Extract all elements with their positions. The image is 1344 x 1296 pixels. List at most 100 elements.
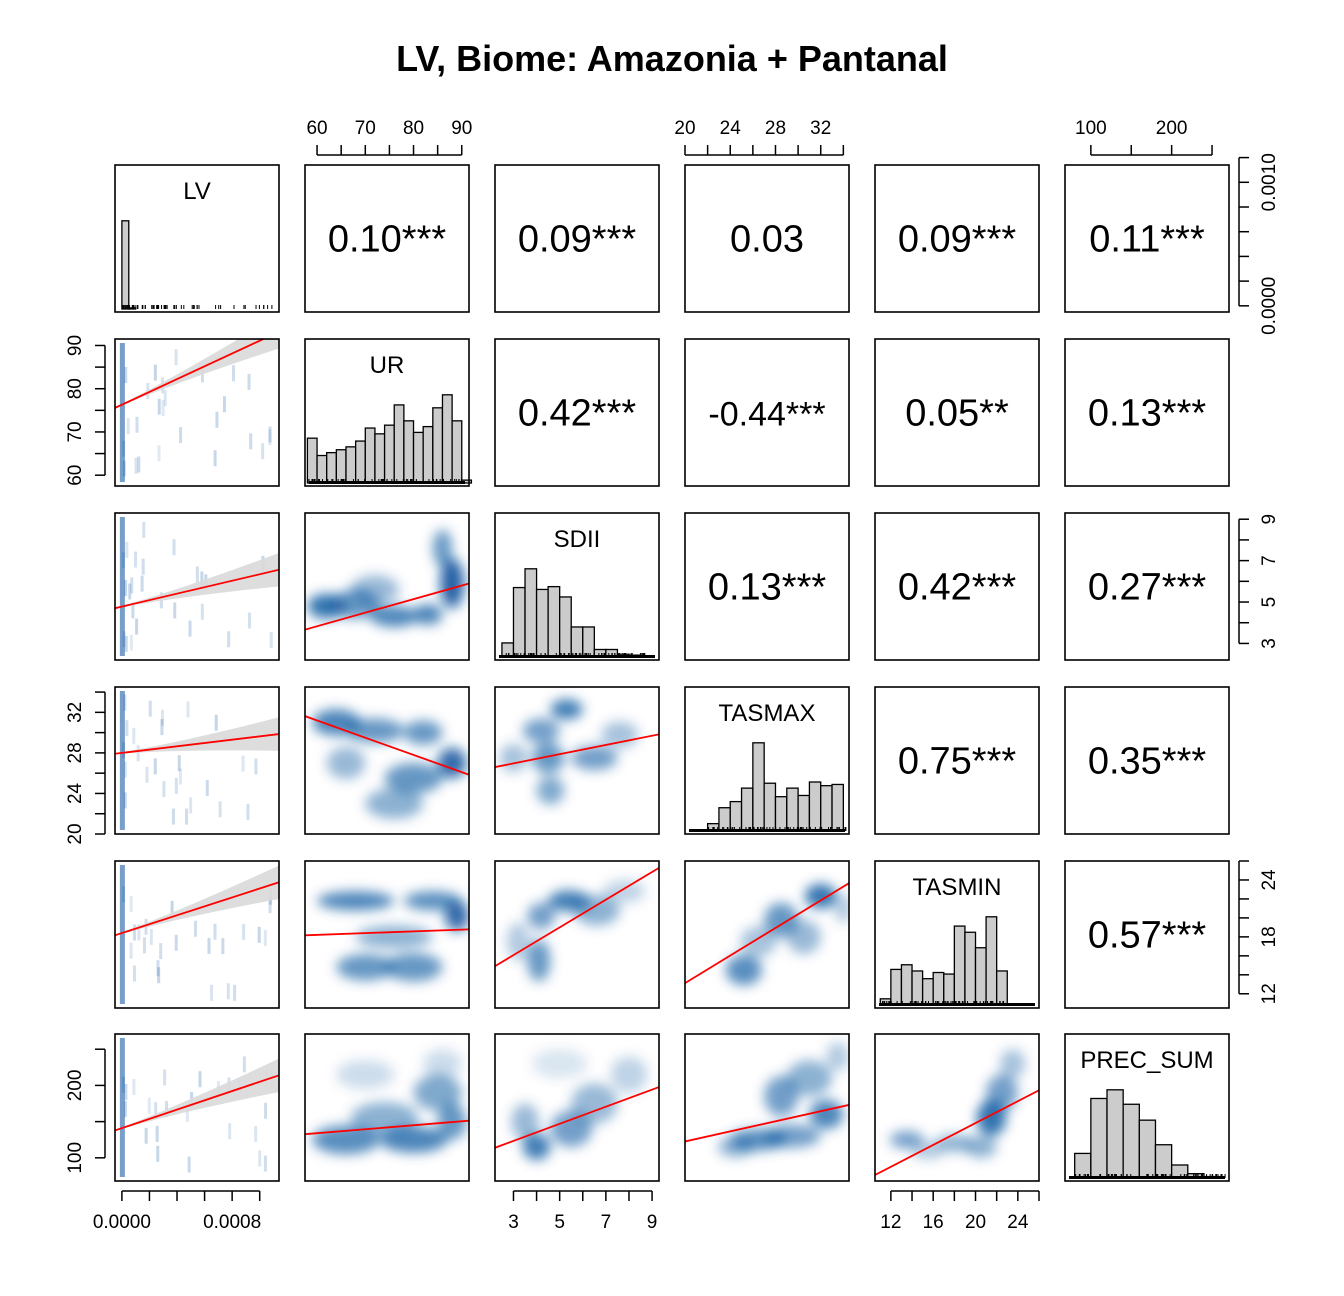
corr-panel-lv-prec-sum: 0.11*** xyxy=(1064,164,1230,313)
diag-label-sdii: SDII xyxy=(554,526,601,553)
density-streak xyxy=(187,1156,191,1173)
density-streak xyxy=(131,602,135,619)
corr-panel-ur-sdii: 0.42*** xyxy=(494,338,660,487)
tick-label: 20 xyxy=(674,118,695,139)
tick-label: 200 xyxy=(1156,118,1188,139)
density-stripe xyxy=(119,343,125,482)
scatter-panel-tasmax-vs-sdii xyxy=(494,686,660,835)
corr-panel-tasmin-prec-sum: 0.57*** xyxy=(1064,860,1230,1009)
density-blob xyxy=(571,745,618,771)
scatter-panel-sdii-vs-ur xyxy=(304,512,470,661)
scatter-panel-sdii-vs-lv xyxy=(114,512,280,661)
density-streak xyxy=(153,758,157,775)
density-streak xyxy=(185,808,189,825)
tick-label: 5 xyxy=(554,1212,565,1233)
panel-frame xyxy=(1064,1033,1230,1182)
density-streak xyxy=(128,583,132,600)
histogram-bar xyxy=(900,964,913,1006)
density-streak xyxy=(177,755,181,772)
density-streak xyxy=(163,390,167,407)
density-streak xyxy=(134,457,138,474)
histogram-bar xyxy=(383,424,395,484)
fit-line xyxy=(685,882,849,984)
panel-frame xyxy=(114,860,280,1009)
density-streak xyxy=(124,1083,128,1100)
panel-frame xyxy=(114,512,280,661)
density-streak xyxy=(269,631,273,648)
corr-panel-tasmax-tasmin: 0.75*** xyxy=(874,686,1040,835)
rug-marks xyxy=(879,1001,1035,1006)
panel-frame xyxy=(874,686,1040,835)
density-streak xyxy=(153,364,157,381)
histogram-bar xyxy=(974,947,987,1006)
histogram-bar xyxy=(535,588,549,658)
density-streak xyxy=(264,1102,268,1119)
density-streak xyxy=(145,766,149,783)
density-streak xyxy=(186,701,190,718)
histogram-bar xyxy=(911,970,924,1006)
density-streak xyxy=(174,777,178,794)
fit-line xyxy=(115,881,279,937)
tick-label: 24 xyxy=(1007,1212,1029,1233)
density-stripe xyxy=(119,691,125,830)
fit-line xyxy=(305,582,469,631)
diag-panel-prec-sum: PREC_SUM xyxy=(1064,1033,1230,1182)
density-streak xyxy=(141,558,145,575)
tick-label: 9 xyxy=(1259,514,1280,525)
density-blob xyxy=(603,879,646,903)
diag-label-tasmin: TASMIN xyxy=(913,874,1002,901)
density-streak xyxy=(137,456,141,473)
density-streak xyxy=(213,923,217,940)
density-blob xyxy=(786,919,821,954)
density-streak xyxy=(142,937,146,954)
density-streak xyxy=(174,349,178,366)
density-streak xyxy=(161,400,165,417)
histogram-bar xyxy=(718,807,731,832)
panel-frame xyxy=(1064,164,1230,313)
density-streak xyxy=(122,885,126,902)
panel-frame xyxy=(494,164,660,313)
tick-label: 24 xyxy=(720,118,742,139)
rug-marks xyxy=(1069,1174,1226,1179)
histogram-bar xyxy=(1090,1097,1108,1179)
density-blob xyxy=(384,952,443,982)
scatter-panel-ur-vs-lv xyxy=(114,338,280,487)
density-streak xyxy=(242,923,246,940)
tick-label: 32 xyxy=(810,118,831,139)
density-blob xyxy=(336,1060,395,1090)
density-streak xyxy=(248,612,252,629)
correlation-label: 0.35*** xyxy=(1088,741,1207,783)
histogram-bar xyxy=(335,449,347,484)
density-streak xyxy=(254,758,258,775)
tick-label: 90 xyxy=(451,118,472,139)
panel-frame xyxy=(874,512,1040,661)
density-blob xyxy=(511,1103,539,1140)
panel-frame xyxy=(114,338,280,487)
tick-label: 80 xyxy=(65,378,86,399)
density-streak xyxy=(157,445,161,462)
density-streak xyxy=(195,566,199,583)
density-streak xyxy=(163,1069,167,1086)
histogram-bar xyxy=(1122,1103,1140,1179)
density-streak xyxy=(132,924,136,941)
density-blob xyxy=(912,1141,944,1160)
density-blob xyxy=(550,699,583,720)
density-blob xyxy=(527,939,551,982)
density-streak xyxy=(210,984,214,1001)
tick-label: 3 xyxy=(508,1212,519,1233)
density-streak xyxy=(156,1145,160,1162)
panel-frame xyxy=(684,686,850,835)
density-stripe xyxy=(119,517,125,656)
corr-panel-lv-tasmax: 0.03 xyxy=(684,164,850,313)
density-blob xyxy=(317,891,395,911)
density-streak xyxy=(268,429,272,446)
density-streak xyxy=(188,620,192,637)
panel-frame xyxy=(684,512,850,661)
density-blob xyxy=(764,1124,821,1148)
density-blob xyxy=(725,954,762,986)
density-streak xyxy=(226,983,230,1000)
diag-panel-lv: LV xyxy=(114,164,280,313)
tick-label: 200 xyxy=(65,1070,86,1102)
axis-prec-sum-top: 100 200 xyxy=(1075,118,1213,156)
density-streak xyxy=(200,603,204,620)
